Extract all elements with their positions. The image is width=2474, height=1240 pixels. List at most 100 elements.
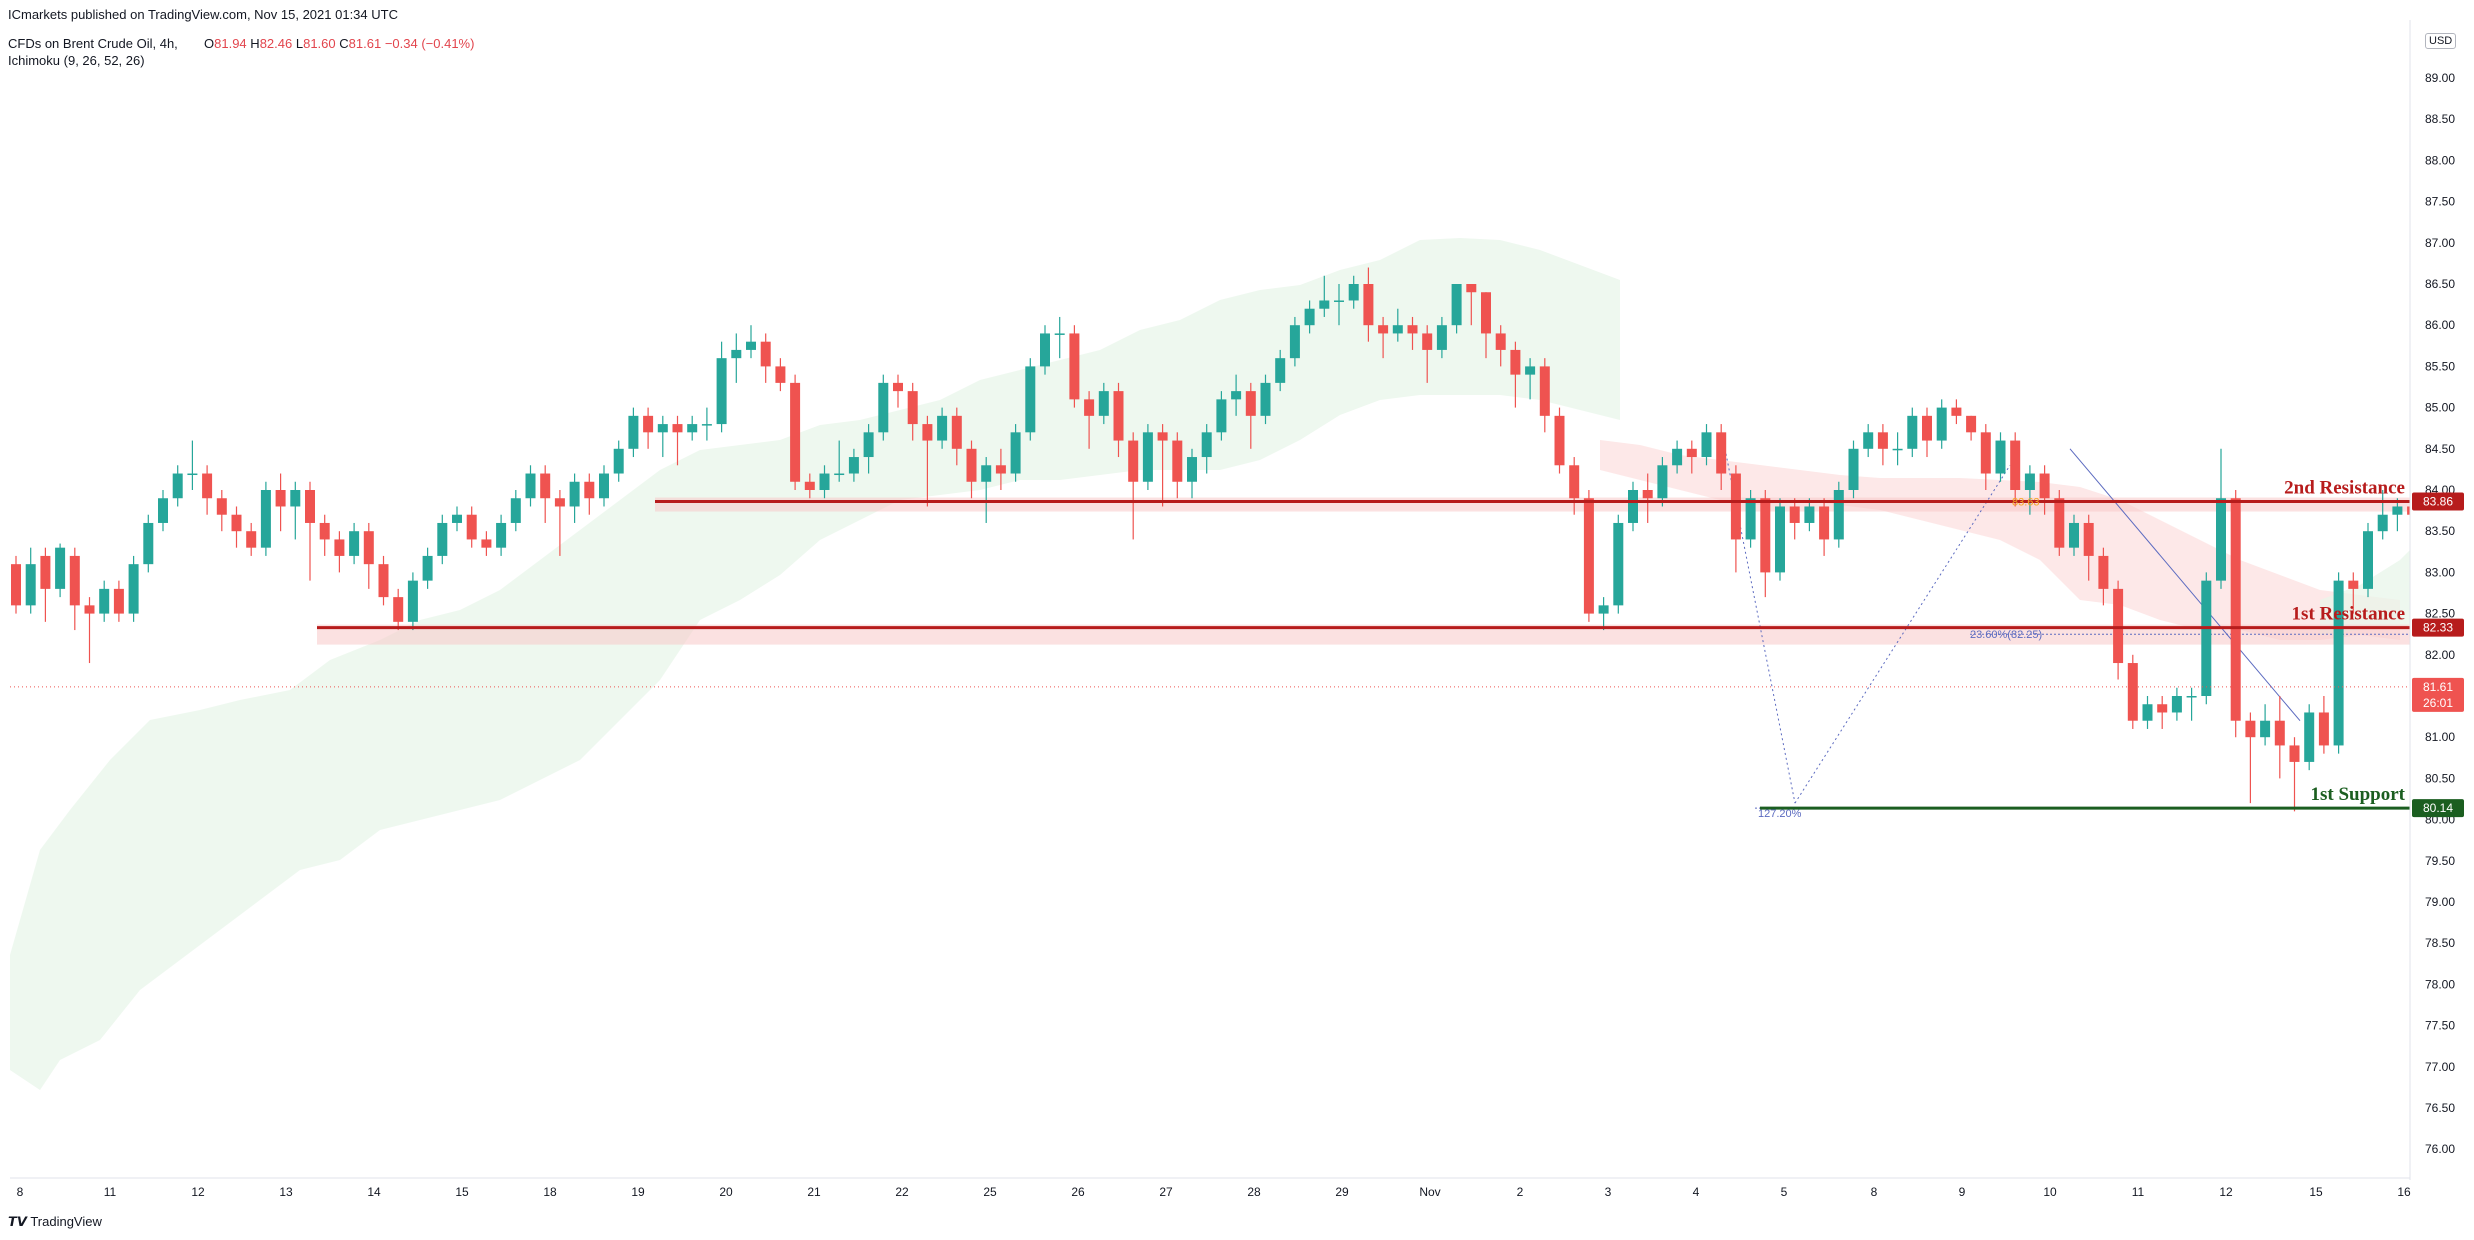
time-axis-tick: 26 (1071, 1185, 1085, 1199)
candle-up (1775, 506, 1785, 573)
candle-up (2171, 696, 2182, 713)
last-price-badge: 81.61 (2423, 680, 2453, 694)
currency-badge[interactable]: USD (2425, 33, 2457, 49)
price-axis-tick: 88.50 (2425, 112, 2455, 126)
close-label: C (339, 36, 349, 51)
candle-up (158, 498, 168, 523)
indicator-line[interactable]: Ichimoku (9, 26, 52, 26) (8, 53, 145, 68)
level-label-0: 2nd Resistance (2284, 478, 2405, 499)
price-axis-tick: 86.50 (2425, 277, 2455, 291)
candle-up (701, 424, 712, 426)
price-axis-tick: 88.00 (2425, 153, 2455, 167)
candle-up (1289, 325, 1300, 359)
candle-down (334, 539, 345, 556)
candle-up (569, 481, 580, 507)
candle-up (1907, 415, 1918, 449)
candle-up (1187, 457, 1197, 482)
price-axis-tick: 82.50 (2425, 607, 2455, 621)
price-axis-tick: 84.50 (2425, 442, 2455, 456)
candle-down (907, 391, 918, 425)
candle-up (1201, 432, 1212, 458)
support-1-badge: 80.14 (2423, 801, 2453, 815)
time-axis-tick: 18 (543, 1185, 557, 1199)
candle-down (84, 605, 95, 614)
resistance-2-badge-bg (2412, 492, 2464, 511)
candle-up (2142, 704, 2153, 721)
candle-down (246, 531, 257, 548)
trend-line (2069, 448, 2301, 722)
candle-up (834, 473, 845, 476)
candle-up (99, 588, 110, 614)
candle-up (937, 415, 948, 441)
time-axis-tick: 28 (1247, 1185, 1261, 1199)
candle-down (2274, 720, 2285, 746)
price-axis-tick: 78.00 (2425, 977, 2455, 991)
time-axis-tick: 16 (2397, 1185, 2411, 1199)
symbol-line[interactable]: CFDs on Brent Crude Oil, 4h, (8, 36, 178, 51)
candle-up (1216, 399, 1227, 433)
candle-down (1686, 448, 1697, 458)
candle-up (1348, 284, 1359, 301)
candle-down (1422, 333, 1433, 350)
candle-down (2348, 580, 2359, 589)
price-axis-tick: 89.00 (2425, 71, 2455, 85)
candle-up (599, 473, 609, 499)
candle-up (437, 522, 448, 556)
candle-up (1436, 325, 1447, 350)
candle-down (2098, 555, 2109, 589)
candle-down (2245, 720, 2256, 738)
candle-up (657, 424, 668, 433)
candle-up (128, 564, 139, 614)
candle-up (1848, 448, 1859, 490)
time-axis-tick: 5 (1781, 1185, 1788, 1199)
candle-down (2318, 712, 2329, 746)
fib-236-label: 23.60%(82.25) (1970, 629, 2042, 641)
candle-down (11, 564, 21, 606)
change-value: −0.34 (−0.41%) (384, 36, 475, 51)
resistance-2-zone (655, 497, 2410, 512)
candle-down (1481, 292, 1491, 334)
candle-down (1789, 506, 1800, 523)
fib-trend-up (1794, 465, 2011, 804)
candle-down (893, 382, 903, 392)
low-label: L (295, 36, 304, 51)
candle-down (319, 522, 330, 540)
candle-down (216, 498, 227, 515)
candle-up (1275, 358, 1286, 383)
candle-up (1451, 284, 1462, 326)
time-axis-tick: 22 (895, 1185, 909, 1199)
candle-down (922, 424, 933, 441)
candle-down (2113, 588, 2124, 664)
candle-down (1569, 465, 1580, 499)
candle-up (260, 490, 271, 548)
candle-down (540, 473, 551, 499)
resistance-1-zone (317, 624, 2410, 645)
time-axis-tick: 19 (631, 1185, 645, 1199)
candle-up (1392, 325, 1403, 334)
price-axis-tick: 87.00 (2425, 236, 2455, 250)
candle-up (1054, 333, 1065, 335)
time-axis-tick: 12 (191, 1185, 205, 1199)
candle-down (2054, 498, 2065, 548)
price-axis-tick: 85.00 (2425, 401, 2455, 415)
candle-up (496, 522, 507, 548)
time-axis-tick: 29 (1335, 1185, 1349, 1199)
candle-down (2083, 522, 2094, 556)
candle-down (2157, 704, 2168, 713)
candle-up (2304, 712, 2315, 762)
candle-up (1745, 498, 1756, 540)
candle-up (1628, 490, 1638, 523)
resistance-2-badge: 83.86 (2423, 495, 2453, 509)
candle-up (1525, 366, 1536, 375)
candle-up (1040, 333, 1050, 367)
price-axis-tick: 77.50 (2425, 1019, 2455, 1033)
ichimoku-cloud (10, 238, 2460, 1090)
candlestick-series (11, 267, 2474, 812)
time-axis-tick: 9 (1959, 1185, 1966, 1199)
price-axis-tick: 80.50 (2425, 771, 2455, 785)
price-axis-tick: 87.50 (2425, 195, 2455, 209)
candle-up (628, 415, 639, 449)
fib-bottom-label: 127.20% (1758, 808, 1802, 820)
price-axis-tick: 83.50 (2425, 524, 2455, 538)
